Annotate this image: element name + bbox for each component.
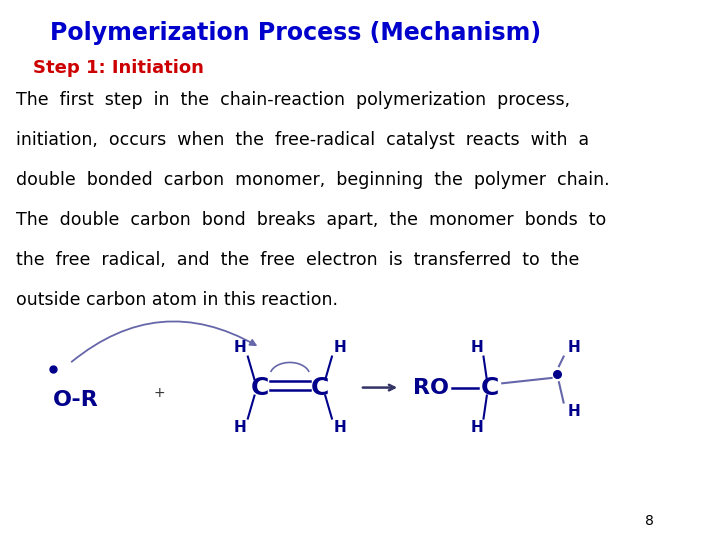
Text: H: H	[470, 340, 483, 355]
Text: O-R: O-R	[53, 390, 99, 410]
Text: C: C	[311, 376, 329, 400]
Text: 8: 8	[645, 514, 654, 528]
Text: C: C	[481, 376, 500, 400]
Text: H: H	[470, 420, 483, 435]
Text: H: H	[233, 420, 246, 435]
Text: The  first  step  in  the  chain-reaction  polymerization  process,: The first step in the chain-reaction pol…	[16, 91, 570, 109]
Text: H: H	[233, 340, 246, 355]
Text: The  double  carbon  bond  breaks  apart,  the  monomer  bonds  to: The double carbon bond breaks apart, the…	[16, 211, 606, 229]
Text: H: H	[333, 420, 346, 435]
Text: the  free  radical,  and  the  free  electron  is  transferred  to  the: the free radical, and the free electron …	[16, 251, 580, 269]
Text: H: H	[567, 340, 580, 355]
Text: double  bonded  carbon  monomer,  beginning  the  polymer  chain.: double bonded carbon monomer, beginning …	[16, 171, 610, 189]
FancyArrowPatch shape	[72, 321, 256, 362]
Text: initiation,  occurs  when  the  free-radical  catalyst  reacts  with  a: initiation, occurs when the free-radical…	[16, 131, 589, 149]
Text: Step 1: Initiation: Step 1: Initiation	[33, 59, 204, 77]
Text: H: H	[567, 404, 580, 419]
Text: H: H	[333, 340, 346, 355]
Text: +: +	[154, 386, 166, 400]
Text: Polymerization Process (Mechanism): Polymerization Process (Mechanism)	[50, 22, 541, 45]
Text: outside carbon atom in this reaction.: outside carbon atom in this reaction.	[16, 292, 338, 309]
Text: RO: RO	[413, 377, 449, 397]
Text: C: C	[251, 376, 269, 400]
